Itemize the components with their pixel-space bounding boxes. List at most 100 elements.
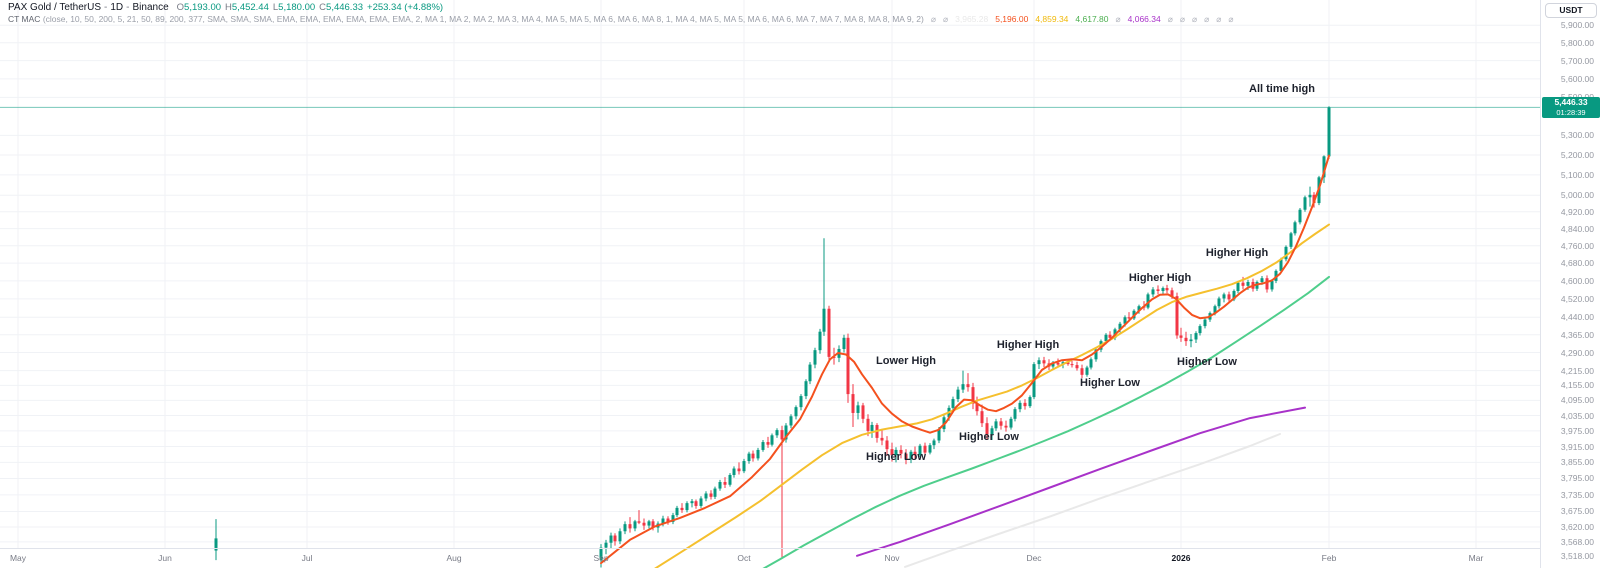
- price-chart[interactable]: [0, 0, 1540, 568]
- price-axis-label: 5,800.00: [1560, 37, 1594, 48]
- candle-body: [899, 449, 903, 454]
- price-axis-label: 4,760.00: [1560, 240, 1594, 251]
- indicator-params: (close, 10, 50, 200, 5, 21, 50, 89, 200,…: [42, 14, 924, 24]
- candle-body: [842, 337, 846, 349]
- price-axis-label: 4,365.00: [1560, 329, 1594, 340]
- candle-body: [890, 449, 894, 456]
- candle-body: [1194, 333, 1198, 340]
- time-axis[interactable]: May Jun Jul Aug Sep Oct Nov Dec 2026 Feb Mar: [0, 548, 1540, 568]
- annotation-higher-high[interactable]: Higher High: [1128, 272, 1192, 284]
- annotation-higher-low[interactable]: Higher Low: [866, 451, 926, 463]
- candle-body: [609, 535, 613, 543]
- candle-body: [747, 453, 751, 462]
- time-axis-month-label: Feb: [1321, 553, 1337, 563]
- annotation-lower-high[interactable]: Lower High: [876, 355, 936, 367]
- candle-body: [975, 403, 979, 412]
- timeframe-label[interactable]: 1D: [110, 2, 124, 13]
- candle-body: [728, 474, 732, 485]
- candle-body: [1284, 246, 1288, 260]
- candle-body: [928, 445, 932, 453]
- candle-body: [628, 524, 632, 529]
- price-axis-label: 3,735.00: [1560, 489, 1594, 500]
- exchange-label[interactable]: Binance: [132, 2, 169, 13]
- candle-body: [1028, 397, 1032, 407]
- candle-body: [1051, 362, 1055, 367]
- candle-body: [994, 421, 998, 429]
- candle-body: [671, 515, 675, 522]
- candle-body: [1265, 278, 1269, 290]
- annotation-higher-low[interactable]: Higher Low: [1177, 356, 1237, 368]
- change-value: +253.34 (+4.88%): [367, 2, 444, 13]
- open-label: O: [176, 2, 185, 13]
- price-axis-label: 5,900.00: [1560, 20, 1594, 31]
- ma-green-line: [762, 275, 1330, 568]
- candle-body: [1156, 289, 1160, 291]
- candle-body: [799, 396, 803, 408]
- candle-body: [1165, 288, 1169, 291]
- price-axis-label: 4,920.00: [1560, 206, 1594, 217]
- candle-body: [1298, 209, 1302, 223]
- annotation-higher-low[interactable]: Higher Low: [959, 431, 1019, 443]
- candle-body: [1151, 289, 1155, 295]
- time-axis-month-label: Nov: [884, 553, 900, 563]
- candle-body: [604, 542, 608, 548]
- indicator-value: 5,196.00: [995, 14, 1029, 24]
- candle-body: [789, 416, 793, 426]
- candle-body: [690, 501, 694, 504]
- low-label: L: [272, 2, 279, 13]
- open-value: 5,193.00: [184, 2, 222, 13]
- indicator-value: ⌀: [1204, 14, 1210, 24]
- candle-body: [732, 468, 736, 475]
- candle-body: [1170, 290, 1174, 297]
- annotation-higher-high[interactable]: Higher High: [996, 339, 1060, 351]
- candle-body: [756, 449, 760, 459]
- indicator-value: ⌀: [1167, 14, 1173, 24]
- price-axis[interactable]: USDT 5,446.33 01:28:39 5,900.00 5,800.00 5…: [1540, 0, 1600, 568]
- price-axis-label: 3,795.00: [1560, 473, 1594, 484]
- candle-body: [990, 428, 994, 435]
- candle-body: [675, 507, 679, 516]
- candle-body: [1241, 282, 1245, 286]
- current-price-label[interactable]: 5,446.33 01:28:39: [1542, 96, 1600, 118]
- candle-body: [666, 518, 670, 522]
- candle-body: [846, 337, 850, 395]
- symbol-title[interactable]: PAX Gold / TetherUS: [8, 2, 102, 13]
- indicator-value: ⌀: [1216, 14, 1222, 24]
- indicator-values: ⌀ ⌀ 3,965.28 5,196.00 4,859.34 4,617.80 ⌀ 4,066…: [924, 14, 1234, 24]
- candle-body: [818, 331, 822, 351]
- separator: -: [104, 2, 108, 13]
- candle-body: [1023, 402, 1027, 407]
- annotation-all-time-high[interactable]: All time high: [1249, 83, 1315, 95]
- price-axis-label: 4,215.00: [1560, 365, 1594, 376]
- candle-body: [1279, 259, 1283, 271]
- low-value: 5,180.00: [278, 2, 316, 13]
- candle-body: [642, 522, 646, 526]
- candle-body: [694, 501, 698, 506]
- candle-body: [766, 442, 770, 445]
- indicator-title[interactable]: CT MAC: [8, 14, 41, 24]
- price-axis-label: 4,520.00: [1560, 293, 1594, 304]
- high-label: H: [225, 2, 232, 13]
- candle-body: [985, 423, 989, 435]
- candle-body: [751, 453, 755, 459]
- annotation-higher-high[interactable]: Higher High: [1205, 247, 1269, 259]
- candle-body: [709, 493, 713, 497]
- price-axis-label: 5,100.00: [1560, 169, 1594, 180]
- currency-toggle-button[interactable]: USDT: [1545, 3, 1597, 18]
- candle-body: [1322, 156, 1326, 178]
- candle-body: [1089, 359, 1093, 368]
- candle-body: [971, 387, 975, 404]
- price-axis-label: 4,035.00: [1560, 410, 1594, 421]
- candle-body: [1013, 409, 1017, 419]
- candle-body: [794, 407, 798, 417]
- annotation-higher-low[interactable]: Higher Low: [1080, 377, 1140, 389]
- candle-body: [1104, 334, 1108, 342]
- candle-body: [704, 493, 708, 499]
- time-axis-month-label: Dec: [1026, 553, 1042, 563]
- candle-body: [856, 405, 860, 413]
- price-axis-label: 3,620.00: [1560, 521, 1594, 532]
- ma-orange-line: [600, 154, 1330, 565]
- candle-body: [1232, 290, 1236, 300]
- indicator-legend-row: CT MAC (close, 10, 50, 200, 5, 21, 50, 8…: [8, 14, 1233, 25]
- candle-body: [1303, 197, 1307, 210]
